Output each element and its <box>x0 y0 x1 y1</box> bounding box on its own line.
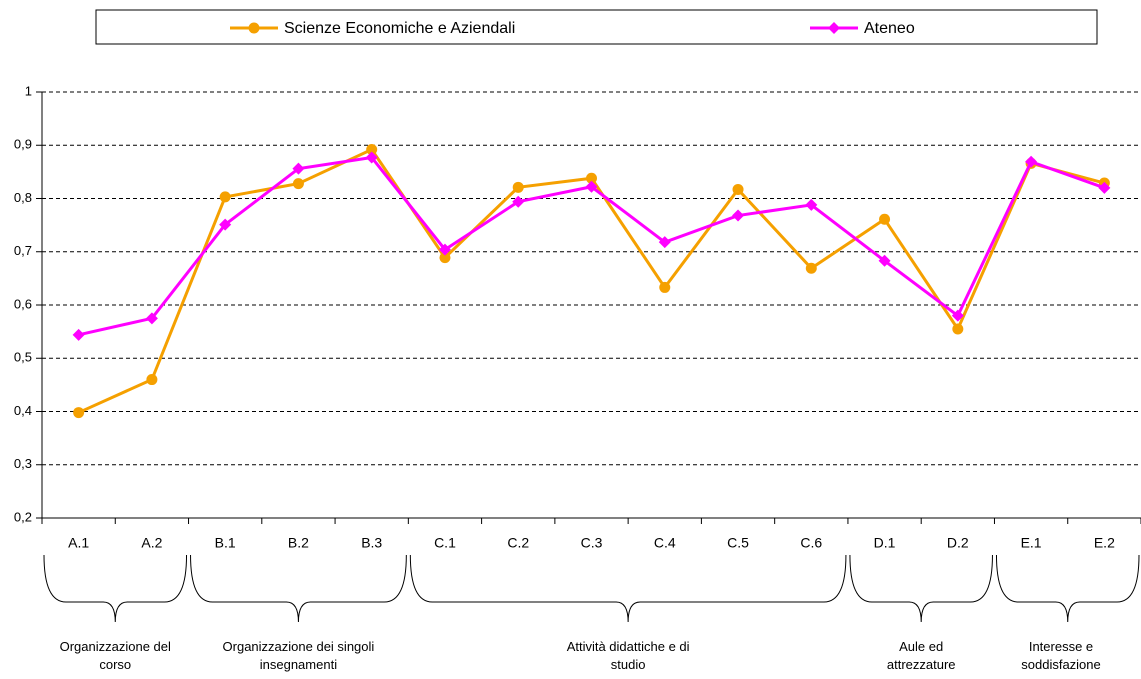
group-label: Organizzazione del corso <box>59 639 171 672</box>
x-tick-label: A.1 <box>68 535 89 551</box>
point <box>951 309 964 322</box>
point <box>365 151 378 164</box>
point <box>439 252 451 264</box>
point <box>248 22 260 34</box>
y-tick-label: 0,3 <box>14 456 32 471</box>
point <box>512 181 524 193</box>
x-tick-label: C.1 <box>434 535 456 551</box>
group-label: Attività didattiche e di studio <box>566 639 690 672</box>
point <box>732 209 745 222</box>
point <box>292 162 305 175</box>
legend-label: Ateneo <box>864 20 915 37</box>
x-tick-label: D.2 <box>947 535 969 551</box>
x-tick-label: C.5 <box>727 535 749 551</box>
point <box>146 374 158 386</box>
x-tick-label: B.2 <box>288 535 309 551</box>
point <box>879 213 891 225</box>
point <box>219 191 231 203</box>
point <box>292 178 304 190</box>
group-label: Interesse e soddisfazione <box>1021 639 1101 672</box>
point <box>219 218 232 231</box>
group-label: Aule ed attrezzature <box>886 639 956 672</box>
point <box>828 22 840 34</box>
y-tick-label: 0,9 <box>14 137 32 152</box>
point <box>659 281 671 293</box>
y-tick-label: 0,8 <box>14 190 32 205</box>
point <box>878 254 891 267</box>
x-tick-label: E.2 <box>1094 535 1115 551</box>
point <box>952 323 964 335</box>
point <box>72 328 85 341</box>
y-tick-label: 0,2 <box>14 509 32 524</box>
y-tick-label: 0,7 <box>14 243 32 258</box>
y-tick-label: 0,5 <box>14 350 32 365</box>
group-brace <box>43 554 188 623</box>
x-tick-label: E.1 <box>1021 535 1042 551</box>
group-brace <box>849 554 993 623</box>
x-tick-label: A.2 <box>141 535 162 551</box>
point <box>732 183 744 195</box>
point <box>585 180 598 193</box>
y-tick-label: 0,6 <box>14 296 32 311</box>
x-tick-label: C.6 <box>800 535 822 551</box>
point <box>658 236 671 249</box>
point <box>1025 155 1038 168</box>
group-brace <box>409 554 847 623</box>
point <box>586 172 597 184</box>
x-tick-label: C.2 <box>507 535 529 551</box>
group-label: Organizzazione dei singoli insegnamenti <box>222 639 375 672</box>
x-tick-label: C.3 <box>581 535 603 551</box>
group-brace <box>995 554 1140 623</box>
point <box>805 198 818 211</box>
y-tick-label: 1 <box>25 83 32 98</box>
point <box>512 195 525 208</box>
x-tick-label: D.1 <box>874 535 896 551</box>
point <box>438 243 451 256</box>
point <box>805 262 817 274</box>
point <box>73 407 85 419</box>
point <box>366 144 378 156</box>
point <box>1098 181 1111 194</box>
point <box>145 312 158 325</box>
y-tick-label: 0,4 <box>14 403 32 418</box>
legend-label: Scienze Economiche e Aziendali <box>284 20 515 37</box>
x-tick-label: B.1 <box>215 535 236 551</box>
group-brace <box>190 554 407 623</box>
x-tick-label: B.3 <box>361 535 382 551</box>
x-tick-label: C.4 <box>654 535 676 551</box>
